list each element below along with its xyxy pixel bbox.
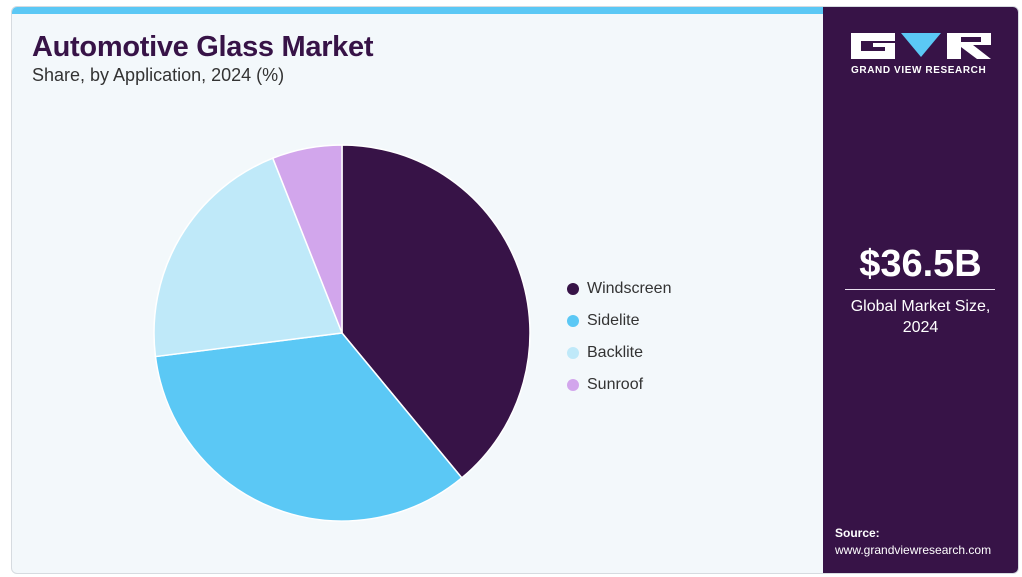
pie-slice-windscreen (341, 144, 531, 479)
pie-slice-sunroof (271, 144, 343, 334)
market-size-caption: Global Market Size, 2024 (850, 298, 991, 336)
value-divider (845, 289, 995, 290)
pie-chart (153, 144, 531, 522)
chart-legend: Windscreen Sidelite Backlite Sunroof (567, 273, 671, 401)
pie-slice-backlite (153, 157, 344, 358)
legend-item-sidelite: Sidelite (567, 305, 671, 337)
chart-subtitle: Share, by Application, 2024 (%) (32, 65, 285, 85)
legend-swatch-backlite (567, 347, 579, 359)
legend-item-sunroof: Sunroof (567, 369, 671, 401)
legend-swatch-windscreen (567, 283, 579, 295)
source-url: www.grandviewresearch.com (835, 543, 992, 557)
chart-card: Automotive Glass Market Share, by Applic… (11, 6, 1019, 574)
legend-label-backlite: Backlite (587, 344, 644, 361)
brand-name: GRAND VIEW RESEARCH (851, 65, 987, 76)
legend-label-windscreen: Windscreen (587, 280, 672, 297)
chart-title: Automotive Glass Market (32, 31, 374, 63)
source-note: Source: www.grandviewresearch.com (835, 525, 991, 559)
legend-item-backlite: Backlite (567, 337, 671, 369)
legend-swatch-sidelite (567, 315, 579, 327)
top-accent-bar (12, 7, 823, 14)
legend-swatch-sunroof (567, 379, 579, 391)
legend-label-sunroof: Sunroof (587, 376, 644, 393)
pie-slice-sidelite (154, 332, 463, 522)
brand-logo-mark-icon (851, 33, 991, 59)
source-label: Source: (835, 526, 880, 540)
legend-item-windscreen: Windscreen (567, 273, 671, 305)
brand-logo: GRAND VIEW RESEARCH (851, 33, 995, 76)
legend-label-sidelite: Sidelite (587, 312, 640, 329)
sidebar-panel: GRAND VIEW RESEARCH $36.5B Global Market… (823, 7, 1018, 573)
market-size-value: $36.5B (859, 243, 982, 285)
